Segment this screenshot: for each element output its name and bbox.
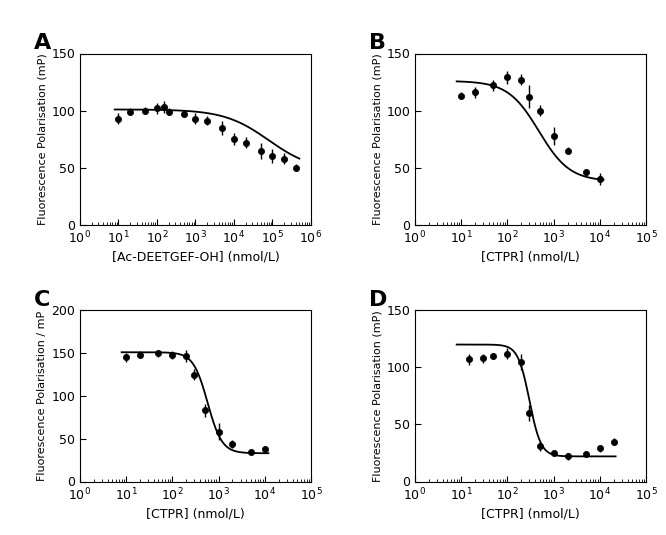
- X-axis label: [CTPR] (nmol/L): [CTPR] (nmol/L): [146, 507, 245, 520]
- X-axis label: [CTPR] (nmol/L): [CTPR] (nmol/L): [481, 250, 580, 263]
- Text: D: D: [369, 290, 387, 310]
- Text: B: B: [369, 33, 386, 53]
- Y-axis label: Fluorescence Polarisation (mP): Fluorescence Polarisation (mP): [37, 53, 47, 225]
- Y-axis label: Fluorescence Polarisation (mP): Fluorescence Polarisation (mP): [372, 310, 382, 482]
- X-axis label: [Ac-DEETGEF-OH] (nmol/L): [Ac-DEETGEF-OH] (nmol/L): [112, 250, 279, 263]
- X-axis label: [CTPR] (nmol/L): [CTPR] (nmol/L): [481, 507, 580, 520]
- Text: C: C: [34, 290, 50, 310]
- Y-axis label: Fluorescence Polarisation / mP: Fluorescence Polarisation / mP: [37, 311, 47, 481]
- Text: A: A: [34, 33, 51, 53]
- Y-axis label: Fluorescence Polarisation (mP): Fluorescence Polarisation (mP): [372, 53, 382, 225]
